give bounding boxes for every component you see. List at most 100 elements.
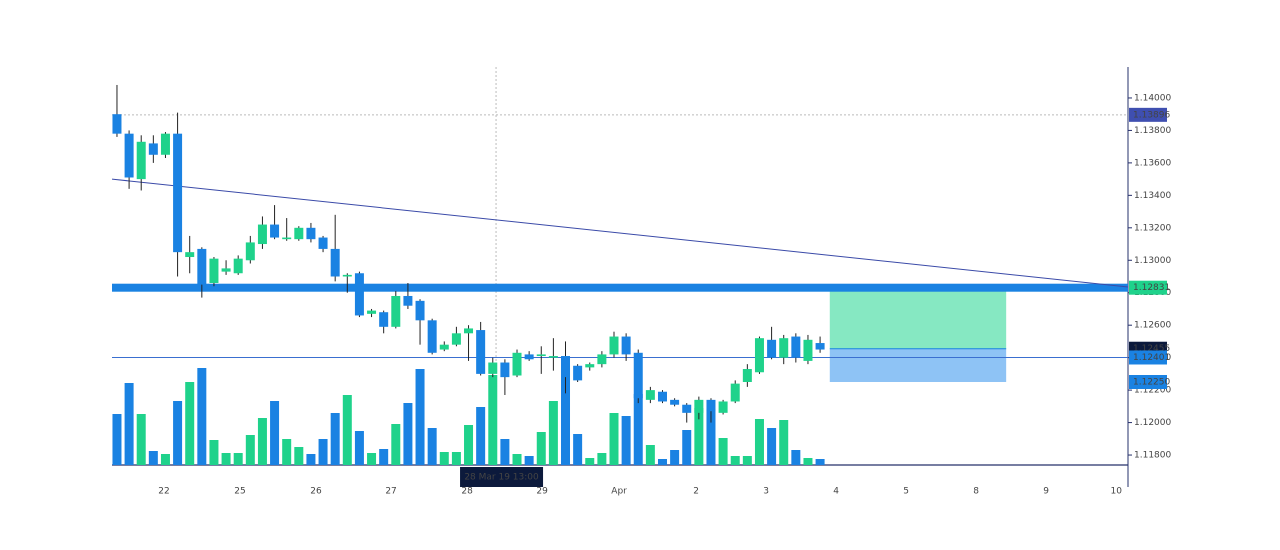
volume-bar [245,435,255,465]
candle-body [742,369,752,382]
volume-bar [354,431,364,465]
volume-bar [367,453,377,465]
candle-body [124,133,134,178]
price-label: 1.12401 [1133,353,1170,363]
x-tick-label: 2 [693,487,699,497]
candle-body [148,143,158,155]
volume-bar [670,450,680,465]
candle-body [512,352,522,376]
candle-body [391,295,401,327]
crosshair-label-box [460,467,544,487]
candle-body [294,227,304,240]
volume-bar [609,413,619,465]
candle-body [682,404,692,413]
candle-body [354,273,364,316]
candle-body [633,352,643,399]
x-tick-label: 27 [385,487,396,497]
candle-body [488,362,498,374]
volume-bar [221,453,231,465]
volume-bar [427,428,437,465]
volume-bar [682,430,692,465]
y-tick-label: 1.11800 [1134,451,1171,461]
volume-bar [270,401,280,465]
candle-body [754,338,764,373]
candle-body [573,365,583,381]
candle-body [221,268,231,272]
candle-body [464,328,474,334]
y-tick-label: 1.13600 [1134,158,1171,168]
candle-body [597,354,607,365]
volume-bar [233,453,243,465]
target-zone [829,287,1007,349]
volume-bar [330,413,340,465]
candle-body [233,258,243,274]
candle-body [415,300,425,321]
candle-body [439,344,449,350]
candle-body [779,338,789,358]
support-band [112,283,1128,292]
volume-bar [815,459,825,465]
volume-bar [803,458,813,465]
volume-bar [524,456,534,465]
candle-body [185,252,195,258]
volume-bar [257,418,267,465]
volume-bar [391,424,401,465]
volume-bar [730,456,740,465]
crosshair-label: 28 Mar 19 13:00 [464,473,539,483]
volume-bar [282,439,292,465]
price-label: 1.12250 [1133,378,1170,388]
volume-bar [148,451,158,465]
candle-body [270,224,280,238]
volume-bar [209,440,219,465]
volume-bar [767,428,777,465]
volume-bar [185,382,195,465]
candle-body [112,114,122,134]
candle-body [585,364,595,368]
volume-bar [779,420,789,465]
candle-body [767,339,777,358]
price-label-box [1129,107,1167,122]
candle-body [730,383,740,402]
volume-bar [112,414,122,465]
candle-body [136,141,146,180]
candle-body [367,310,377,314]
candle-body [621,336,631,355]
y-tick-label: 1.13800 [1134,126,1171,136]
candle-body [718,401,728,413]
candle-body [342,274,352,277]
volume-bar [379,449,389,465]
candle-body [197,248,207,285]
volume-bar [197,368,207,465]
x-tick-label: 25 [234,487,245,497]
candle-body [791,336,801,358]
x-tick-label: 10 [1111,487,1123,497]
x-tick-label: 4 [833,487,839,497]
candle-body [524,354,534,360]
price-label: 1.12455 [1133,344,1170,354]
candle-body [306,227,316,240]
volume-bar [742,456,752,465]
x-tick-label: Apr [611,487,627,497]
volume-bar [585,458,595,465]
volume-bar [512,454,522,465]
x-tick-label: 8 [973,487,979,497]
volume-bar [633,394,643,465]
volume-bar [500,439,510,465]
candle-body [561,356,571,378]
y-tick-label: 1.12200 [1134,386,1171,396]
volume-bar [464,425,474,465]
volume-bar [476,407,486,465]
candle-body [379,312,389,327]
candle-body [694,399,704,413]
candle-body [500,362,510,378]
volume-bar [124,383,134,465]
price-label-box [1129,280,1167,295]
volume-bar [451,452,461,465]
candle-body [706,399,716,412]
volume-bar [342,395,352,465]
candle-body [209,258,219,283]
price-label-box [1129,350,1167,365]
volume-bar [136,414,146,465]
y-tick-label: 1.14000 [1134,93,1171,103]
